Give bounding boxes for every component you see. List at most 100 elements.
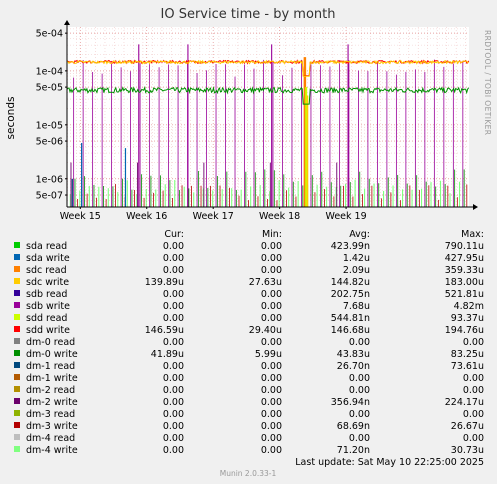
legend-series-name: sdb read <box>26 289 67 300</box>
legend-value: 0.00 <box>163 313 184 324</box>
legend-swatch <box>14 254 20 260</box>
legend-value: 4.82m <box>454 301 484 312</box>
legend-value: 1.42u <box>343 253 370 264</box>
legend-series-name: dm-3 read <box>26 409 75 420</box>
legend-value: 0.00 <box>163 241 184 252</box>
legend-series-name: dm-1 write <box>26 373 78 384</box>
legend-swatch <box>14 266 20 272</box>
legend-value: 0.00 <box>261 313 282 324</box>
legend-value: 202.75n <box>331 289 370 300</box>
legend-swatch <box>14 398 20 404</box>
y-axis-label: seconds <box>5 97 17 140</box>
legend-value: 7.68u <box>343 301 370 312</box>
legend-value: 0.00 <box>261 301 282 312</box>
legend-value: 146.59u <box>145 325 184 336</box>
legend-value: 0.00 <box>349 385 370 396</box>
legend-series-name: sdc write <box>26 277 69 288</box>
x-tick-label: Week 15 <box>60 211 101 222</box>
grid-lines <box>66 27 469 208</box>
legend-value: 194.76u <box>445 325 484 336</box>
rrdtool-side-label: RRDTOOL / TOBI OETIKER <box>483 30 492 135</box>
legend-value: 0.00 <box>163 397 184 408</box>
legend-value: 0.00 <box>163 253 184 264</box>
x-tick-label: Week 19 <box>326 211 367 222</box>
x-tick-label: Week 17 <box>193 211 234 222</box>
legend-value: 73.61u <box>451 361 484 372</box>
legend-value: 183.00u <box>445 277 484 288</box>
legend-series-name: sda write <box>26 253 70 264</box>
legend-series-name: sda read <box>26 241 67 252</box>
legend-series-name: dm-4 write <box>26 445 78 456</box>
legend-series-name: sdd read <box>26 313 67 324</box>
legend-value: 0.00 <box>261 409 282 420</box>
legend-value: 0.00 <box>163 445 184 456</box>
legend-series-name: dm-1 read <box>26 361 75 372</box>
legend-value: 0.00 <box>163 385 184 396</box>
legend-swatch <box>14 326 20 332</box>
legend-value: 0.00 <box>349 433 370 444</box>
legend-swatch <box>14 386 20 392</box>
legend-swatch <box>14 446 20 452</box>
legend-value: 0.00 <box>163 421 184 432</box>
axes: 5e-07 1e-06 5e-06 1e-05 5e-05 1e-04 5e-04 Week … <box>36 20 478 222</box>
legend-value: 0.00 <box>349 409 370 420</box>
legend: Cur: Min: Avg: Max:sda read 0.00 0.00 423.99n 7… <box>14 229 484 456</box>
x-tick-label: Week 18 <box>259 211 300 222</box>
legend-value: 0.00 <box>261 373 282 384</box>
last-update-text: Last update: Sat May 10 22:25:00 2025 <box>295 457 484 468</box>
legend-header: Cur: <box>164 229 184 240</box>
legend-header: Max: <box>461 229 484 240</box>
legend-value: 30.73u <box>451 445 484 456</box>
y-tick-label: 5e-04 <box>36 29 63 40</box>
legend-swatch <box>14 422 20 428</box>
x-tick-label: Week 16 <box>126 211 167 222</box>
legend-value: 146.68u <box>331 325 370 336</box>
legend-swatch <box>14 410 20 416</box>
legend-value: 0.00 <box>163 265 184 276</box>
legend-value: 0.00 <box>163 373 184 384</box>
legend-value: 0.00 <box>163 301 184 312</box>
legend-swatch <box>14 362 20 368</box>
series-line-sdc-write <box>66 59 469 77</box>
legend-swatch <box>14 278 20 284</box>
legend-value: 0.00 <box>163 361 184 372</box>
munin-version-credit: Munin 2.0.33-1 <box>220 469 277 478</box>
legend-header: Avg: <box>349 229 370 240</box>
chart-title: IO Service time - by month <box>161 7 336 22</box>
legend-value: 0.00 <box>163 433 184 444</box>
legend-value: 0.00 <box>463 373 484 384</box>
legend-series-name: dm-0 read <box>26 337 75 348</box>
legend-value: 0.00 <box>463 433 484 444</box>
legend-value: 0.00 <box>261 445 282 456</box>
legend-value: 0.00 <box>463 409 484 420</box>
legend-value: 0.00 <box>261 397 282 408</box>
legend-swatch <box>14 350 20 356</box>
y-tick-label: 1e-05 <box>36 120 63 131</box>
legend-swatch <box>14 434 20 440</box>
legend-value: 0.00 <box>163 409 184 420</box>
legend-value: 0.00 <box>261 241 282 252</box>
legend-value: 0.00 <box>261 361 282 372</box>
legend-value: 521.81u <box>445 289 484 300</box>
legend-series-name: dm-2 read <box>26 385 75 396</box>
legend-value: 0.00 <box>261 265 282 276</box>
legend-series-name: dm-4 read <box>26 433 75 444</box>
legend-value: 224.17u <box>445 397 484 408</box>
x-axis-arrow <box>473 204 478 210</box>
legend-value: 356.94n <box>331 397 370 408</box>
legend-value: 0.00 <box>463 385 484 396</box>
legend-value: 544.81n <box>331 313 370 324</box>
legend-value: 0.00 <box>163 289 184 300</box>
legend-swatch <box>14 242 20 248</box>
legend-value: 93.37u <box>451 313 484 324</box>
legend-value: 5.99u <box>255 349 282 360</box>
legend-series-name: sdd write <box>26 325 70 336</box>
y-tick-label: 1e-04 <box>36 66 63 77</box>
legend-value: 26.67u <box>451 421 484 432</box>
legend-value: 2.09u <box>343 265 370 276</box>
legend-value: 27.63u <box>249 277 282 288</box>
legend-value: 144.82u <box>331 277 370 288</box>
legend-value: 68.69n <box>337 421 370 432</box>
legend-value: 0.00 <box>349 337 370 348</box>
